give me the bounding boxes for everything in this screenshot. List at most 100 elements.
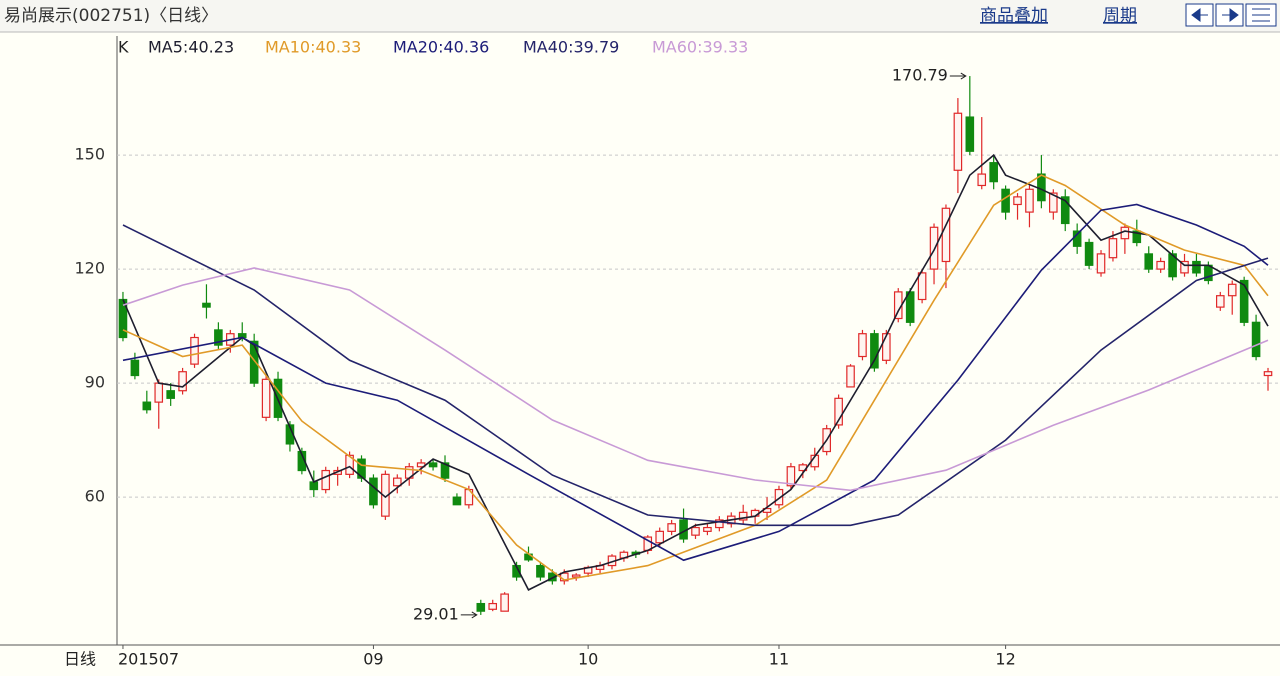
annotation-label: 29.01	[413, 604, 459, 623]
x-tick-label: 201507	[118, 650, 179, 669]
candle-body	[846, 365, 855, 388]
period-label: 日线	[64, 650, 96, 669]
candle-body	[1227, 283, 1237, 297]
header-bar	[0, 0, 1280, 32]
candle-body	[118, 298, 128, 339]
candle-body	[345, 454, 354, 475]
candle-body	[1180, 260, 1189, 274]
overlay-link[interactable]: 商品叠加	[980, 6, 1048, 26]
annotation-arrow	[460, 611, 478, 619]
candle-body	[428, 462, 438, 468]
candle-body	[786, 466, 796, 487]
candle-body	[691, 526, 700, 536]
candle-body	[214, 329, 223, 346]
candle-body	[1025, 188, 1034, 213]
x-tick-label: 10	[578, 650, 598, 669]
candle-body	[858, 333, 867, 358]
candle-body	[321, 469, 331, 491]
y-tick-label: 150	[74, 145, 105, 164]
candle-body	[1168, 253, 1177, 278]
candle-body	[1108, 238, 1118, 259]
candle-body	[703, 526, 712, 532]
candle-body	[202, 302, 211, 308]
candle-body	[476, 602, 486, 612]
annotation-arrow	[949, 72, 967, 80]
candle-body	[1049, 192, 1058, 213]
right-icon	[1222, 8, 1239, 22]
candle-body	[1263, 371, 1273, 377]
candle-body	[953, 112, 963, 171]
candle-body	[1192, 260, 1201, 274]
y-tick-label: 120	[74, 259, 105, 278]
legend-entry: MA5:40.23	[148, 38, 234, 57]
candle-body	[261, 378, 271, 418]
window-icon	[1252, 8, 1270, 22]
candle-body	[1120, 226, 1130, 240]
candle-body	[941, 207, 951, 263]
candle-body	[142, 401, 152, 411]
nav-buttons	[1185, 3, 1277, 27]
left-icon	[1191, 8, 1208, 22]
legend-prefix: K	[118, 38, 129, 57]
candle-body	[989, 162, 998, 183]
candle-body	[1013, 196, 1022, 206]
ma-line	[122, 203, 1269, 562]
x-tick-label: 12	[995, 650, 1015, 669]
candle-body	[667, 523, 676, 532]
ma-line	[122, 267, 1269, 492]
candle-body	[882, 333, 891, 361]
candle-body	[738, 511, 748, 521]
candle-body	[452, 496, 462, 506]
candle-body	[1216, 295, 1225, 308]
candle-body	[571, 574, 581, 578]
candle-body	[1037, 173, 1046, 202]
candle-body	[1156, 260, 1165, 270]
candle-body	[440, 462, 450, 479]
candle-body	[309, 481, 319, 491]
ma-line	[122, 224, 1269, 527]
y-tick-label: 60	[85, 487, 105, 506]
candle-body	[381, 473, 390, 517]
candle-body	[488, 602, 498, 610]
x-tick-label: 09	[363, 650, 383, 669]
candle-body	[166, 390, 175, 399]
candle-body	[1144, 253, 1154, 270]
candle-body	[655, 530, 665, 544]
candle-body	[1096, 253, 1106, 274]
candle-body	[774, 488, 784, 506]
candle-body	[977, 173, 987, 187]
candle-body	[870, 333, 879, 369]
candle-body	[536, 564, 545, 578]
y-tick-label: 90	[85, 373, 105, 392]
candle-body	[249, 340, 259, 384]
candle-body	[369, 477, 378, 506]
legend-entry: MA20:40.36	[393, 38, 489, 57]
candle-body	[1084, 241, 1094, 266]
chart-title: 易尚展示(002751)〈日线〉	[4, 6, 218, 26]
candle-body	[917, 272, 927, 301]
candle-body	[1001, 188, 1010, 213]
candle-body	[1239, 279, 1249, 323]
ma-line	[122, 153, 1269, 591]
candle-body	[392, 477, 402, 487]
candle-body	[130, 359, 140, 377]
candle-body	[357, 458, 366, 479]
legend-entry: MA10:40.33	[265, 38, 361, 57]
annotation-label: 170.79	[892, 66, 948, 85]
legend-entry: MA60:39.33	[652, 38, 748, 57]
period-link[interactable]: 周期	[1103, 6, 1137, 26]
candle-body	[965, 116, 975, 152]
x-tick-label: 11	[769, 650, 789, 669]
candle-body	[1251, 321, 1261, 358]
candle-body	[190, 336, 199, 365]
candle-body	[715, 519, 724, 529]
candle-body	[1060, 196, 1070, 225]
candle-body	[178, 371, 187, 392]
candle-body	[1132, 230, 1142, 244]
legend-entry: MA40:39.79	[523, 38, 619, 57]
candle-body	[154, 382, 164, 403]
candle-body	[500, 593, 509, 612]
candle-body	[834, 397, 843, 426]
